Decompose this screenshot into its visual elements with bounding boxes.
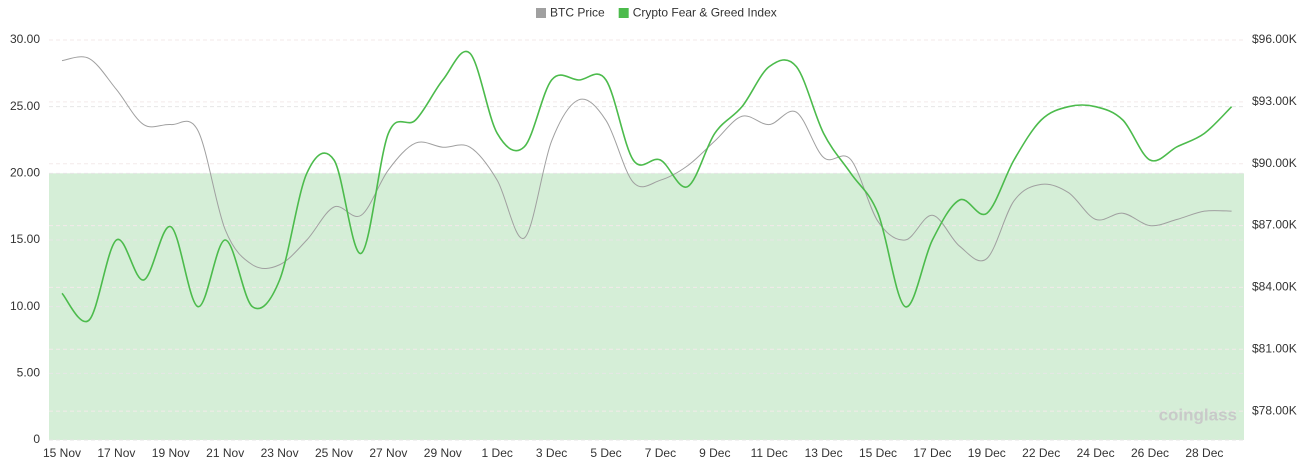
- x-tick-label: 7 Dec: [645, 446, 676, 460]
- legend-label: BTC Price: [550, 6, 605, 20]
- x-tick-label: 28 Dec: [1185, 446, 1223, 460]
- x-tick-label: 26 Dec: [1131, 446, 1169, 460]
- x-tick-label: 5 Dec: [590, 446, 621, 460]
- x-tick-label: 17 Dec: [913, 446, 951, 460]
- x-tick-label: 24 Dec: [1077, 446, 1115, 460]
- y-tick-label: 0: [33, 432, 40, 446]
- x-tick-label: 15 Nov: [43, 446, 81, 460]
- legend-swatch: [618, 8, 629, 18]
- y-tick-label: 30.00: [10, 32, 40, 46]
- x-tick-label: 25 Nov: [315, 446, 353, 460]
- x-tick-label: 19 Nov: [152, 446, 190, 460]
- x-tick-label: 23 Nov: [261, 446, 299, 460]
- x-tick-label: 15 Dec: [859, 446, 897, 460]
- series-line: [61, 50, 1233, 323]
- x-tick-label: 1 Dec: [482, 446, 513, 460]
- y2-tick-label: $96.00K: [1252, 32, 1297, 46]
- x-tick-label: 29 Nov: [424, 446, 462, 460]
- x-tick-label: 27 Nov: [369, 446, 407, 460]
- y-tick-label: 25.00: [10, 99, 40, 113]
- x-tick-label: 22 Dec: [1022, 446, 1060, 460]
- y2-tick-label: $87.00K: [1252, 218, 1297, 232]
- legend-item[interactable]: BTC Price: [536, 6, 605, 20]
- y2-tick-label: $84.00K: [1252, 280, 1297, 294]
- legend-item[interactable]: Crypto Fear & Greed Index: [618, 6, 777, 20]
- y2-tick-label: $81.00K: [1252, 341, 1297, 355]
- legend: BTC Price Crypto Fear & Greed Index: [536, 6, 777, 20]
- y2-tick-label: $93.00K: [1252, 94, 1297, 108]
- x-tick-label: 9 Dec: [699, 446, 730, 460]
- watermark: coinglass: [1159, 405, 1237, 424]
- x-tick-label: 21 Nov: [206, 446, 244, 460]
- x-tick-label: 3 Dec: [536, 446, 567, 460]
- y-tick-label: 15.00: [10, 232, 40, 246]
- series-line: [61, 56, 1232, 269]
- y-tick-label: 10.00: [10, 299, 40, 313]
- x-tick-label: 11 Dec: [751, 446, 788, 460]
- y2-tick-label: $78.00K: [1252, 403, 1297, 417]
- x-tick-label: 17 Nov: [97, 446, 135, 460]
- x-tick-label: 13 Dec: [805, 446, 843, 460]
- y-tick-label: 5.00: [17, 366, 41, 380]
- x-tick-label: 19 Dec: [968, 446, 1006, 460]
- y-tick-label: 20.00: [10, 166, 40, 180]
- y2-tick-label: $90.00K: [1252, 156, 1297, 170]
- legend-swatch: [536, 8, 546, 18]
- legend-label: Crypto Fear & Greed Index: [633, 6, 777, 20]
